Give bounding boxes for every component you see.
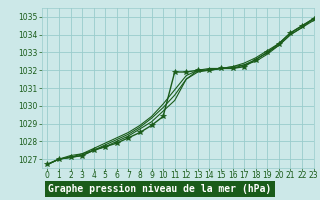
Text: Graphe pression niveau de la mer (hPa): Graphe pression niveau de la mer (hPa)	[48, 184, 272, 194]
